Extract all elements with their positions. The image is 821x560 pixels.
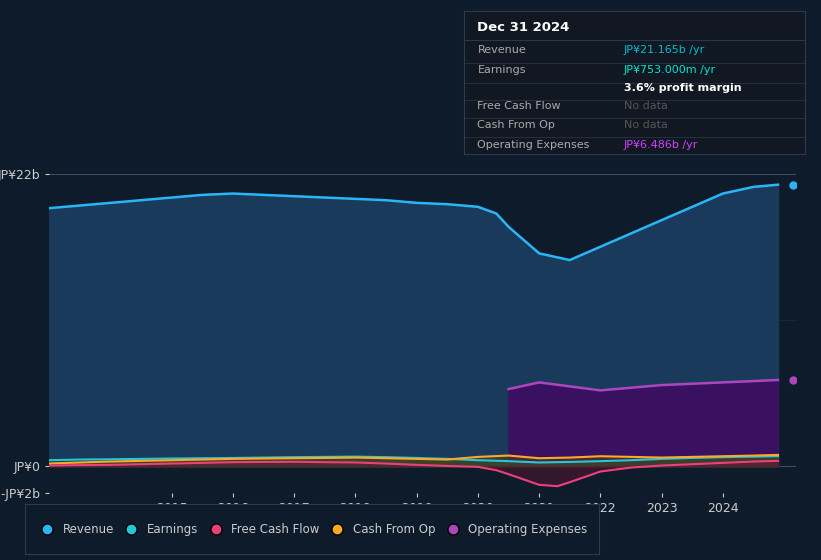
Text: No data: No data <box>624 120 667 130</box>
Text: JP¥6.486b /yr: JP¥6.486b /yr <box>624 140 699 150</box>
Text: JP¥21.165b /yr: JP¥21.165b /yr <box>624 45 705 55</box>
Text: No data: No data <box>624 101 667 111</box>
Text: Dec 31 2024: Dec 31 2024 <box>478 21 570 34</box>
Text: 3.6% profit margin: 3.6% profit margin <box>624 83 741 92</box>
Legend: Revenue, Earnings, Free Cash Flow, Cash From Op, Operating Expenses: Revenue, Earnings, Free Cash Flow, Cash … <box>30 518 592 540</box>
Text: Operating Expenses: Operating Expenses <box>478 140 589 150</box>
Text: JP¥753.000m /yr: JP¥753.000m /yr <box>624 66 716 76</box>
Text: Earnings: Earnings <box>478 66 526 76</box>
Text: Cash From Op: Cash From Op <box>478 120 555 130</box>
Text: Free Cash Flow: Free Cash Flow <box>478 101 561 111</box>
Text: Revenue: Revenue <box>478 45 526 55</box>
